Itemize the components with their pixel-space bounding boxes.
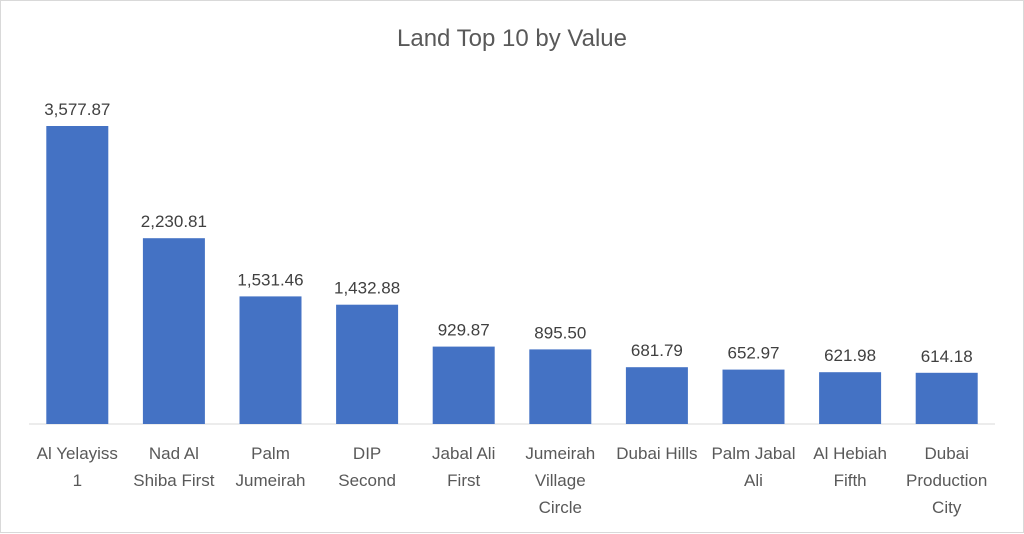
data-label-0: 3,577.87 (44, 100, 110, 119)
x-tick-label-9-0: Dubai (924, 444, 968, 463)
data-label-2: 1,531.46 (237, 270, 303, 289)
x-tick-label-2-0: Palm (251, 444, 290, 463)
data-label-5: 895.50 (534, 323, 586, 342)
x-tick-label-0-1: 1 (73, 471, 82, 490)
x-tick-label-5-1: Village (535, 471, 586, 490)
data-label-4: 929.87 (438, 321, 490, 340)
x-tick-label-1-1: Shiba First (133, 471, 215, 490)
data-label-9: 614.18 (921, 347, 973, 366)
x-tick-label-7-1: Ali (744, 471, 763, 490)
data-label-8: 621.98 (824, 346, 876, 365)
x-tick-label-5-2: Circle (539, 498, 582, 517)
x-tick-label-6-0: Dubai Hills (616, 444, 697, 463)
x-tick-label-3-1: Second (338, 471, 396, 490)
x-tick-label-3-0: DIP (353, 444, 381, 463)
x-tick-label-0-0: Al Yelayiss (37, 444, 118, 463)
bar-6 (625, 367, 688, 424)
bar-0 (46, 126, 109, 424)
x-tick-label-4-0: Jabal Ali (432, 444, 495, 463)
x-tick-label-9-2: City (932, 498, 962, 517)
x-tick-label-8-0: Al Hebiah (813, 444, 887, 463)
x-tick-label-1-0: Nad Al (149, 444, 199, 463)
bar-2 (239, 296, 302, 424)
data-label-3: 1,432.88 (334, 279, 400, 298)
bar-1 (142, 238, 205, 424)
bar-7 (722, 369, 785, 424)
x-tick-label-2-1: Jumeirah (236, 471, 306, 490)
data-label-6: 681.79 (631, 341, 683, 360)
x-tick-label-8-1: Fifth (834, 471, 867, 490)
x-tick-label-7-0: Palm Jabal (711, 444, 795, 463)
bar-9 (915, 372, 978, 424)
bar-3 (336, 304, 399, 424)
bar-8 (819, 372, 882, 424)
bar-4 (432, 346, 495, 424)
chart-title: Land Top 10 by Value (397, 25, 627, 52)
bar-5 (529, 349, 592, 424)
x-tick-label-4-1: First (447, 471, 480, 490)
x-tick-label-5-0: Jumeirah (525, 444, 595, 463)
x-tick-label-9-1: Production (906, 471, 987, 490)
data-label-7: 652.97 (728, 344, 780, 363)
data-label-1: 2,230.81 (141, 212, 207, 231)
